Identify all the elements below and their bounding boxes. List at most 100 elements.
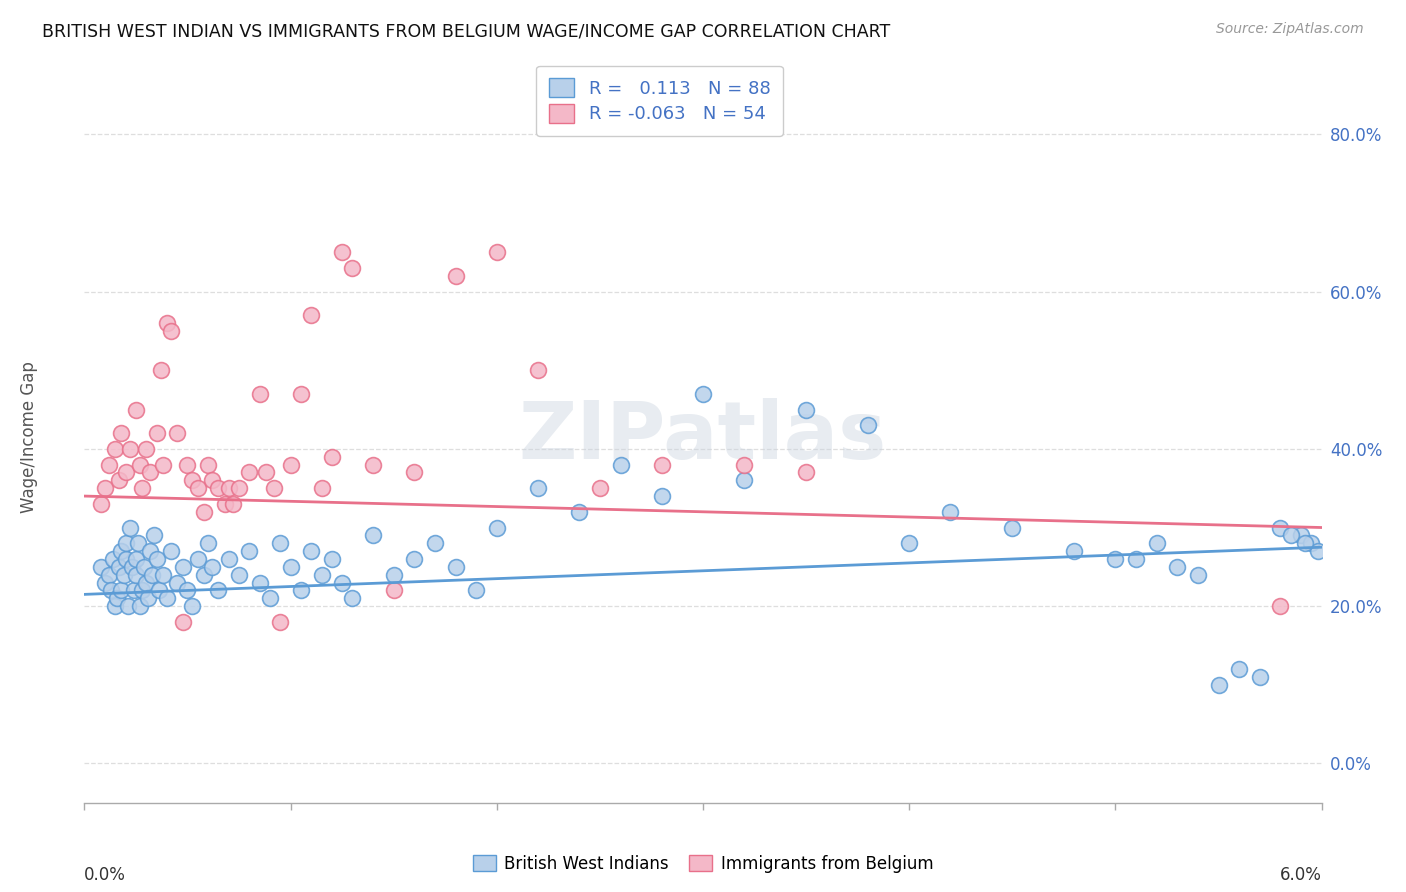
Point (651, 489, 673, 503)
Point (651, 458, 673, 472)
Point (465, 583, 488, 598)
Point (382, 583, 405, 598)
Point (104, 442, 127, 456)
Point (160, 324, 183, 338)
Point (311, 481, 333, 495)
Point (290, 387, 312, 401)
Point (423, 536, 446, 550)
Point (98, 567, 121, 582)
Text: Wage/Income Gap: Wage/Income Gap (20, 361, 38, 513)
Point (254, 466, 277, 480)
Point (118, 520, 141, 534)
Point (90, 497, 112, 511)
Point (112, 567, 135, 582)
Point (108, 473, 131, 487)
Point (145, 426, 167, 441)
Point (794, 402, 817, 417)
Point (527, 481, 550, 495)
Point (110, 583, 132, 598)
Point (259, 591, 281, 606)
Point (1208, 678, 1230, 692)
Point (201, 559, 224, 574)
Point (105, 591, 128, 606)
Text: ZIPatlas: ZIPatlas (519, 398, 887, 476)
Point (269, 536, 291, 550)
Point (280, 559, 302, 574)
Point (1270, 520, 1292, 534)
Point (1125, 552, 1147, 566)
Point (1104, 552, 1126, 566)
Point (1001, 520, 1024, 534)
Point (404, 552, 426, 566)
Point (148, 583, 170, 598)
Point (117, 599, 139, 614)
Point (485, 520, 508, 534)
Point (692, 387, 714, 401)
Point (238, 466, 260, 480)
Point (299, 308, 322, 322)
Point (214, 497, 236, 511)
Point (228, 567, 250, 582)
Point (1249, 670, 1271, 684)
Point (172, 559, 194, 574)
Point (176, 458, 198, 472)
Legend: British West Indians, Immigrants from Belgium: British West Indians, Immigrants from Be… (465, 848, 941, 880)
Point (404, 466, 426, 480)
Point (1279, 528, 1302, 542)
Point (197, 458, 219, 472)
Point (135, 442, 157, 456)
Point (733, 458, 755, 472)
Point (145, 552, 167, 566)
Point (156, 316, 179, 330)
Point (152, 567, 174, 582)
Point (141, 567, 163, 582)
Point (290, 583, 312, 598)
Point (342, 260, 364, 275)
Point (121, 559, 143, 574)
Point (193, 567, 215, 582)
Point (135, 575, 157, 590)
Point (125, 402, 148, 417)
Point (1301, 536, 1323, 550)
Text: 0.0%: 0.0% (84, 866, 127, 884)
Point (110, 544, 132, 558)
Point (444, 268, 467, 283)
Point (104, 599, 127, 614)
Point (263, 481, 285, 495)
Point (172, 615, 194, 629)
Point (129, 599, 152, 614)
Point (129, 458, 152, 472)
Point (94, 481, 117, 495)
Point (139, 466, 162, 480)
Point (485, 245, 508, 260)
Text: Source: ZipAtlas.com: Source: ZipAtlas.com (1216, 22, 1364, 37)
Point (939, 505, 962, 519)
Point (187, 552, 209, 566)
Point (361, 458, 384, 472)
Point (207, 583, 229, 598)
Point (330, 575, 353, 590)
Point (568, 505, 591, 519)
Point (201, 473, 224, 487)
Point (299, 544, 322, 558)
Point (114, 536, 136, 550)
Point (100, 583, 122, 598)
Point (589, 481, 612, 495)
Point (218, 552, 240, 566)
Point (94, 575, 117, 590)
Point (280, 458, 302, 472)
Point (134, 559, 156, 574)
Point (321, 552, 343, 566)
Point (125, 552, 148, 566)
Point (143, 528, 166, 542)
Point (1306, 544, 1329, 558)
Point (98, 458, 121, 472)
Point (136, 591, 159, 606)
Point (90, 559, 112, 574)
Point (1289, 528, 1312, 542)
Point (1146, 536, 1168, 550)
Point (166, 426, 188, 441)
Point (330, 245, 353, 260)
Point (218, 481, 240, 495)
Point (131, 583, 153, 598)
